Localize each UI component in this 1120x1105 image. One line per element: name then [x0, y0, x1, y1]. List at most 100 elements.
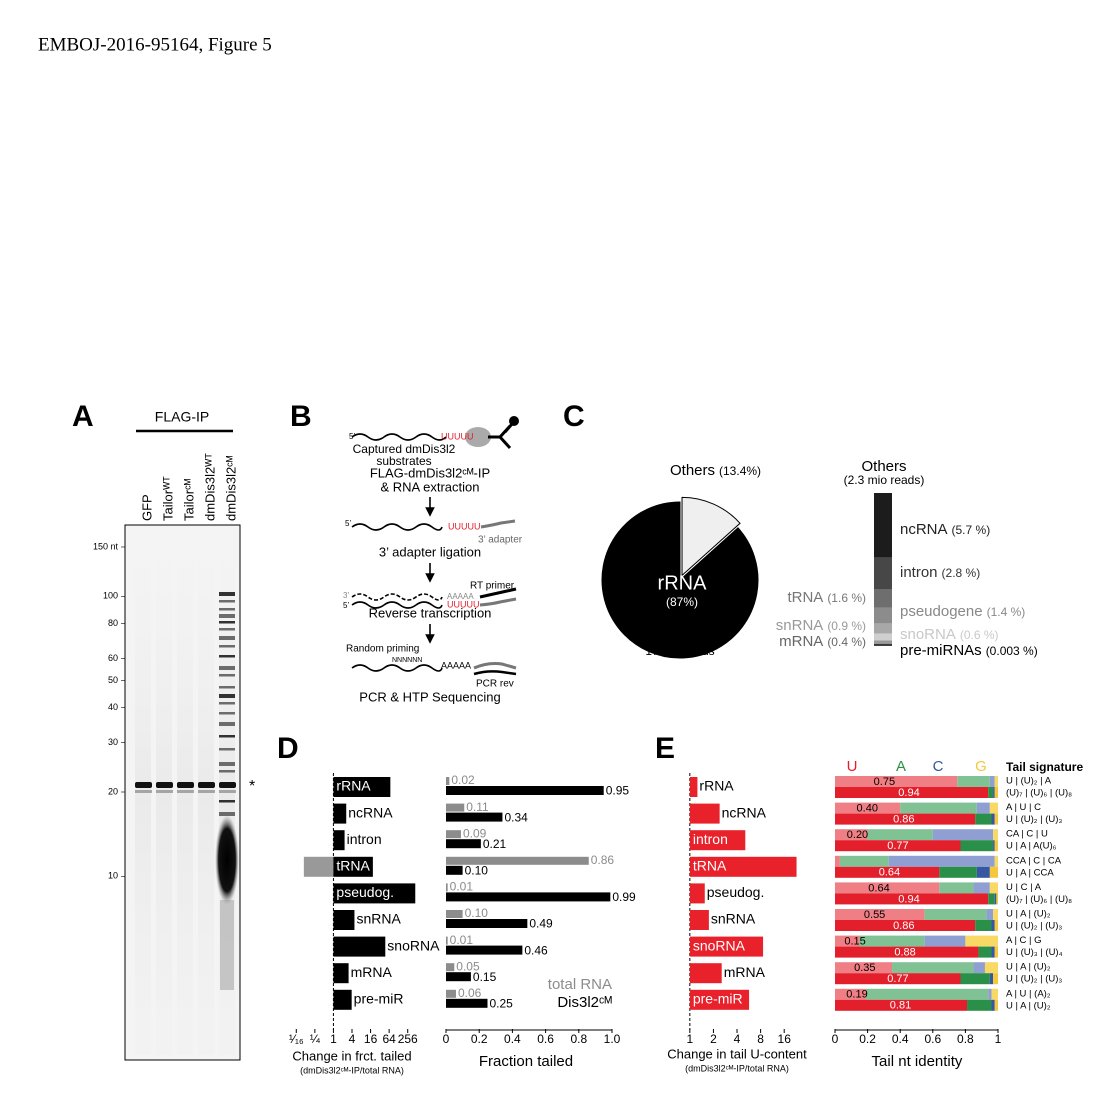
identity-segment	[989, 776, 995, 787]
label-box	[333, 856, 373, 877]
identity-segment	[835, 882, 940, 894]
band	[219, 592, 235, 596]
stack-label: intron	[900, 564, 938, 581]
category-label: snRNA	[711, 911, 756, 927]
x-tick-label: 64	[382, 1032, 396, 1046]
band	[219, 628, 235, 631]
bar	[446, 919, 528, 928]
identity-segment	[994, 920, 998, 931]
axis-title: Fraction tailed	[479, 1053, 573, 1070]
rna-strand	[351, 433, 447, 441]
priming-label: Random priming	[346, 644, 419, 655]
stack-value: (0.4 %)	[827, 635, 866, 649]
identity-segment	[888, 855, 995, 867]
band	[219, 608, 235, 611]
tail-signature: U | (U)₂ | A	[1006, 776, 1052, 787]
tail-signature: U | A | (U)₂	[1006, 909, 1051, 920]
lane-label: dmDis3l2ᶜᴹ	[223, 455, 238, 521]
step-caption: 3’ adapter ligation	[379, 544, 481, 559]
identity-segment	[994, 813, 998, 825]
x-tick-label: 16	[778, 1032, 792, 1046]
tail-signature: U | (U)₃ | (U)₄	[1006, 947, 1063, 958]
adapter	[479, 597, 517, 607]
value-label: 0.01	[450, 880, 474, 894]
stack-title: Others	[861, 458, 906, 475]
value-label: 0.01	[450, 933, 474, 947]
stack-label: tRNA	[787, 589, 823, 606]
slice-label: rRNA	[658, 572, 708, 594]
stack-subtitle: (2.3 mio reads)	[844, 473, 925, 487]
stack-label: ncRNA	[900, 521, 948, 538]
end-label: 5’	[345, 519, 351, 528]
x-tick-label: 0.4	[892, 1032, 909, 1046]
slice-value: (87%)	[666, 595, 698, 609]
identity-segment	[960, 840, 994, 852]
band	[219, 722, 235, 726]
identity-segment	[932, 829, 994, 841]
cdna-strand	[351, 593, 443, 601]
stack-segment	[874, 633, 892, 641]
category-label: ncRNA	[722, 804, 767, 820]
identity-segment	[835, 935, 860, 947]
gel-bands	[135, 530, 239, 1055]
identity-segment	[991, 999, 995, 1011]
identity-segment	[986, 909, 994, 920]
bar	[446, 972, 471, 982]
primer-label: PCR rev	[476, 679, 514, 690]
category-label: mRNA	[351, 964, 393, 980]
category-label: pseudog.	[707, 884, 765, 900]
x-tick-label: 0	[832, 1032, 839, 1046]
value-label: 0.21	[483, 837, 507, 851]
value-label: 0.64	[879, 867, 900, 879]
category-label: mRNA	[724, 964, 766, 980]
rna-strand	[351, 601, 443, 609]
identity-segment	[988, 787, 994, 798]
size-marker: 30	[108, 737, 118, 747]
a-tail: AAAAA	[447, 592, 474, 601]
x-tick-label: 0.8	[570, 1032, 587, 1046]
stack-segment	[874, 623, 892, 634]
size-marker: 20	[108, 786, 118, 796]
identity-segment	[975, 920, 992, 931]
bar	[446, 963, 455, 972]
stack-label: mRNA	[779, 633, 823, 650]
axis-note: (dmDis3l2ᶜᴹ-IP/total RNA)	[685, 1063, 789, 1073]
end-label: 5’	[349, 432, 355, 441]
value-label: 0.77	[887, 840, 908, 852]
identity-segment	[993, 829, 998, 841]
bar	[333, 910, 355, 930]
bar	[689, 910, 709, 930]
identity-segment	[994, 855, 998, 867]
bar	[446, 786, 604, 795]
header: EMBOJ-2016-95164, Figure 5	[38, 34, 272, 55]
enzyme	[465, 427, 491, 447]
bar	[303, 856, 334, 877]
identity-segment	[978, 946, 992, 958]
tail-signature: U | A | CCA	[1006, 867, 1054, 878]
u-tail: UUUUU	[447, 599, 480, 609]
identity-segment	[965, 935, 998, 947]
category-label: snRNA	[356, 911, 401, 927]
identity-segment	[960, 973, 990, 985]
x-tick-label: 1	[330, 1032, 337, 1046]
panel-label: A	[72, 400, 94, 433]
identity-segment	[973, 962, 985, 974]
bar	[333, 989, 352, 1010]
x-tick-label: 256	[398, 1032, 418, 1046]
identity-segment	[835, 893, 989, 905]
adapter	[473, 662, 517, 670]
panel-label: D	[277, 732, 299, 765]
signature-title: Tail signature	[1006, 760, 1083, 774]
smear-tail	[220, 900, 234, 990]
axis-title: Change in tail U-content	[667, 1046, 807, 1061]
band	[219, 800, 235, 803]
panel-label: C	[563, 400, 585, 433]
value-label: 0.64	[868, 882, 889, 894]
size-marker: 50	[108, 675, 118, 685]
x-tick-label: 16	[364, 1032, 378, 1046]
tail-signature: A | U | (A)₂	[1006, 988, 1051, 999]
pie-slice	[601, 501, 759, 659]
primer-label: RT primer	[470, 581, 515, 592]
tail-signature: A | U | C	[1006, 802, 1041, 813]
